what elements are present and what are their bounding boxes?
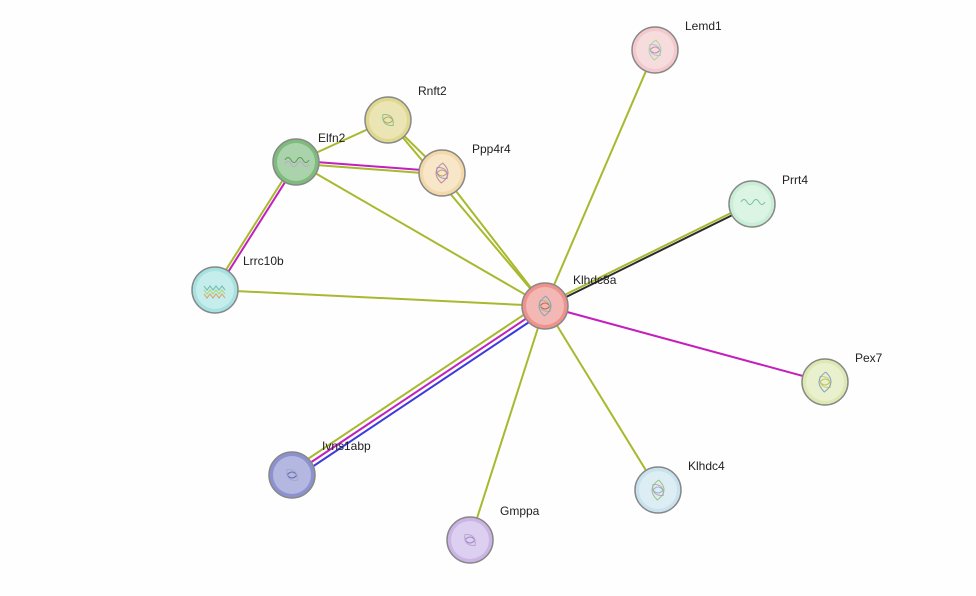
node-label-Pex7: Pex7 (855, 351, 883, 365)
node-label-Klhdc8a: Klhdc8a (573, 273, 617, 287)
node-Rnft2[interactable]: Rnft2 (365, 84, 447, 143)
edge-Klhdc8a-Ivns1abp (294, 310, 547, 479)
node-Ppp4r4[interactable]: Ppp4r4 (419, 142, 511, 196)
edge-Klhdc8a-Lemd1 (545, 50, 655, 306)
edge-Klhdc8a-Rnft2 (388, 120, 545, 306)
edge-Klhdc8a-Ppp4r4 (442, 173, 545, 306)
node-label-Klhdc4: Klhdc4 (688, 459, 725, 473)
nodes-layer: Lemd1 Rnft2 Elfn2 Ppp4r4 Prrt4 Lrrc10b Klhdc8a… (192, 19, 883, 563)
node-label-Gmppa: Gmppa (500, 504, 540, 518)
node-Lrrc10b[interactable]: Lrrc10b (192, 254, 284, 313)
node-Pex7[interactable]: Pex7 (802, 351, 883, 405)
node-Gmppa[interactable]: Gmppa (447, 504, 540, 563)
node-label-Rnft2: Rnft2 (418, 84, 447, 98)
edge-Klhdc8a-Prrt4 (544, 203, 751, 305)
node-label-Prrt4: Prrt4 (782, 173, 808, 187)
edge-Klhdc8a-Lrrc10b (215, 290, 545, 306)
node-label-Lrrc10b: Lrrc10b (243, 254, 284, 268)
node-Ivns1abp[interactable]: Ivns1abp (269, 439, 371, 498)
node-label-Ppp4r4: Ppp4r4 (472, 142, 511, 156)
node-Lemd1[interactable]: Lemd1 (632, 19, 722, 73)
network-graph: Lemd1 Rnft2 Elfn2 Ppp4r4 Prrt4 Lrrc10b Klhdc8a… (0, 0, 976, 596)
edge-Klhdc8a-Klhdc4 (545, 306, 658, 490)
node-Elfn2[interactable]: Elfn2 (273, 131, 346, 185)
node-Prrt4[interactable]: Prrt4 (729, 173, 808, 227)
node-label-Elfn2: Elfn2 (318, 131, 346, 145)
edge-Klhdc8a-Elfn2 (296, 162, 545, 306)
node-label-Lemd1: Lemd1 (685, 19, 722, 33)
edge-Klhdc8a-Pex7 (545, 306, 825, 382)
node-Klhdc4[interactable]: Klhdc4 (635, 459, 725, 513)
node-label-Ivns1abp: Ivns1abp (322, 439, 371, 453)
edge-Klhdc8a-Prrt4 (546, 205, 753, 307)
